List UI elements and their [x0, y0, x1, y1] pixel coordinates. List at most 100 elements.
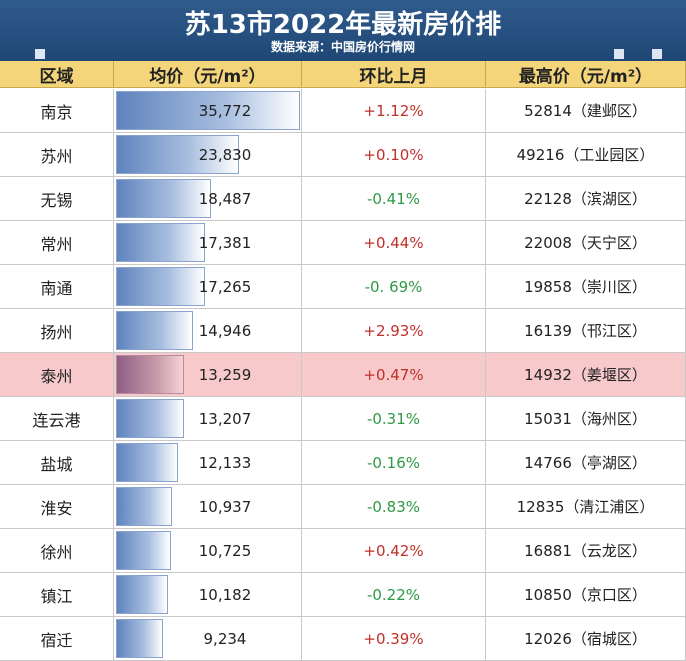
- mom-change-cell: -0.41%: [302, 177, 486, 220]
- city-cell: 连云港: [0, 397, 114, 440]
- mom-change-cell: -0.83%: [302, 485, 486, 528]
- table-row: 扬州 14,946 +2.93% 16139（邗江区）: [0, 309, 686, 353]
- avg-price-bar: [116, 531, 171, 570]
- avg-price-value: 17,265: [198, 277, 252, 296]
- city-cell: 徐州: [0, 529, 114, 572]
- avg-price-cell: 17,265: [114, 265, 302, 308]
- avg-price-value: 10,182: [198, 585, 252, 604]
- avg-price-value: 10,725: [198, 541, 252, 560]
- mom-change-cell: +2.93%: [302, 309, 486, 352]
- table-row: 南京 35,772 +1.12% 52814（建邺区）: [0, 89, 686, 133]
- city-cell: 扬州: [0, 309, 114, 352]
- avg-price-bar: [116, 311, 193, 350]
- avg-price-value: 13,259: [198, 365, 252, 384]
- mom-change-cell: +1.12%: [302, 89, 486, 132]
- avg-price-cell: 9,234: [114, 617, 302, 660]
- max-price-cell: 19858（崇川区）: [486, 265, 686, 308]
- column-header-mom: 环比上月: [302, 61, 486, 88]
- city-cell: 南通: [0, 265, 114, 308]
- table-row: 徐州 10,725 +0.42% 16881（云龙区）: [0, 529, 686, 573]
- avg-price-bar: [116, 179, 211, 218]
- city-cell: 淮安: [0, 485, 114, 528]
- city-cell: 无锡: [0, 177, 114, 220]
- data-source-subtitle: 数据来源：中国房价行情网: [270, 40, 415, 54]
- city-cell: 泰州: [0, 353, 114, 396]
- table-row: 常州 17,381 +0.44% 22008（天宁区）: [0, 221, 686, 265]
- max-price-cell: 16881（云龙区）: [486, 529, 686, 572]
- avg-price-value: 9,234: [203, 629, 247, 648]
- table-row: 南通 17,265 -0. 69% 19858（崇川区）: [0, 265, 686, 309]
- table-row: 镇江 10,182 -0.22% 10850（京口区）: [0, 573, 686, 617]
- banner-decoration: [652, 49, 662, 59]
- avg-price-cell: 18,487: [114, 177, 302, 220]
- avg-price-bar: [116, 443, 178, 482]
- avg-price-value: 13,207: [198, 409, 252, 428]
- city-cell: 镇江: [0, 573, 114, 616]
- max-price-cell: 16139（邗江区）: [486, 309, 686, 352]
- table-row: 泰州 13,259 +0.47% 14932（姜堰区）: [0, 353, 686, 397]
- avg-price-bar: [116, 223, 205, 262]
- page-title: 苏13市2022年最新房价排: [184, 10, 502, 40]
- max-price-cell: 52814（建邺区）: [486, 89, 686, 132]
- column-header-max-price: 最高价（元/m²）: [486, 61, 686, 88]
- mom-change-cell: -0.22%: [302, 573, 486, 616]
- avg-price-cell: 23,830: [114, 133, 302, 176]
- avg-price-value: 10,937: [198, 497, 252, 516]
- mom-change-cell: +0.42%: [302, 529, 486, 572]
- mom-change-cell: +0.44%: [302, 221, 486, 264]
- title-banner: 苏13市2022年最新房价排 数据来源：中国房价行情网: [0, 0, 686, 61]
- avg-price-value: 17,381: [198, 233, 252, 252]
- city-cell: 南京: [0, 89, 114, 132]
- avg-price-bar: [116, 355, 184, 394]
- avg-price-cell: 10,725: [114, 529, 302, 572]
- city-cell: 盐城: [0, 441, 114, 484]
- avg-price-bar: [116, 575, 168, 614]
- table-row: 宿迁 9,234 +0.39% 12026（宿城区）: [0, 617, 686, 661]
- max-price-cell: 14932（姜堰区）: [486, 353, 686, 396]
- avg-price-cell: 14,946: [114, 309, 302, 352]
- avg-price-cell: 35,772: [114, 89, 302, 132]
- table-row: 淮安 10,937 -0.83% 12835（清江浦区）: [0, 485, 686, 529]
- avg-price-bar: [116, 399, 184, 438]
- banner-decoration: [614, 49, 624, 59]
- table-row: 无锡 18,487 -0.41% 22128（滨湖区）: [0, 177, 686, 221]
- max-price-cell: 12835（清江浦区）: [486, 485, 686, 528]
- column-header-avg-price: 均价（元/m²）: [114, 61, 302, 88]
- avg-price-bar: [116, 91, 300, 130]
- table-row: 苏州 23,830 +0.10% 49216（工业园区）: [0, 133, 686, 177]
- avg-price-cell: 13,207: [114, 397, 302, 440]
- avg-price-value: 14,946: [198, 321, 252, 340]
- max-price-cell: 49216（工业园区）: [486, 133, 686, 176]
- city-cell: 宿迁: [0, 617, 114, 660]
- city-cell: 苏州: [0, 133, 114, 176]
- avg-price-value: 12,133: [198, 453, 252, 472]
- avg-price-bar: [116, 267, 205, 306]
- avg-price-value: 18,487: [198, 189, 252, 208]
- avg-price-cell: 12,133: [114, 441, 302, 484]
- mom-change-cell: -0. 69%: [302, 265, 486, 308]
- max-price-cell: 15031（海州区）: [486, 397, 686, 440]
- mom-change-cell: -0.31%: [302, 397, 486, 440]
- table-row: 盐城 12,133 -0.16% 14766（亭湖区）: [0, 441, 686, 485]
- avg-price-cell: 13,259: [114, 353, 302, 396]
- max-price-cell: 22128（滨湖区）: [486, 177, 686, 220]
- city-cell: 常州: [0, 221, 114, 264]
- avg-price-cell: 10,182: [114, 573, 302, 616]
- max-price-cell: 12026（宿城区）: [486, 617, 686, 660]
- avg-price-cell: 17,381: [114, 221, 302, 264]
- column-header-region: 区域: [0, 61, 114, 88]
- banner-decoration: [35, 49, 45, 59]
- mom-change-cell: -0.16%: [302, 441, 486, 484]
- mom-change-cell: +0.47%: [302, 353, 486, 396]
- avg-price-value: 23,830: [198, 145, 252, 164]
- max-price-cell: 10850（京口区）: [486, 573, 686, 616]
- mom-change-cell: +0.10%: [302, 133, 486, 176]
- max-price-cell: 14766（亭湖区）: [486, 441, 686, 484]
- table-row: 连云港 13,207 -0.31% 15031（海州区）: [0, 397, 686, 441]
- avg-price-value: 35,772: [198, 101, 252, 120]
- max-price-cell: 22008（天宁区）: [486, 221, 686, 264]
- avg-price-bar: [116, 135, 239, 174]
- avg-price-bar: [116, 619, 163, 658]
- avg-price-bar: [116, 487, 172, 526]
